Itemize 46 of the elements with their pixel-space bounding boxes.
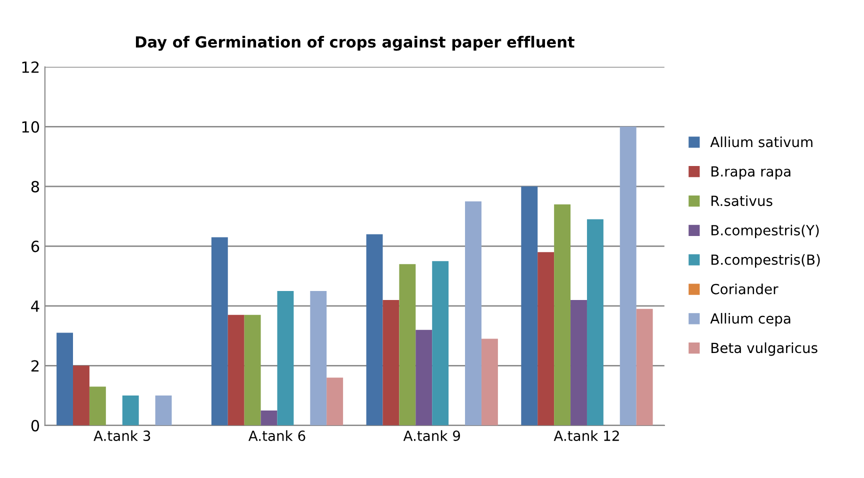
y-tick-label: 2 xyxy=(31,360,39,372)
bar xyxy=(122,396,139,426)
y-tick-label: 10 xyxy=(22,121,40,133)
y-tick-label: 12 xyxy=(22,61,39,73)
bar xyxy=(366,234,383,426)
bar xyxy=(56,332,73,426)
bar xyxy=(277,290,294,426)
x-tick-label: A.tank 12 xyxy=(554,430,619,442)
bar xyxy=(155,396,172,426)
bar xyxy=(432,261,449,426)
bar xyxy=(465,201,482,426)
bar xyxy=(310,290,327,426)
bar xyxy=(326,378,344,426)
chart-title: Day of Germination of crops against paper effluent xyxy=(136,36,574,51)
bar xyxy=(382,300,400,426)
legend-label: B.compestris(B) xyxy=(712,254,820,268)
x-tick-label: A.tank 6 xyxy=(248,430,306,442)
legend-label: B.compestris(Y) xyxy=(712,224,819,238)
bar xyxy=(636,308,653,426)
y-tick-label: 8 xyxy=(31,180,40,192)
bar xyxy=(73,366,90,426)
x-tick-label: A.tank 3 xyxy=(94,430,150,442)
bar xyxy=(89,386,106,426)
bar xyxy=(554,204,571,426)
bar xyxy=(211,237,228,426)
bar xyxy=(260,410,278,426)
bar xyxy=(570,300,587,426)
legend-label: R.sativus xyxy=(712,195,772,206)
legend-label: Allium sativum xyxy=(710,136,812,148)
bar xyxy=(228,314,244,426)
bar xyxy=(399,264,416,426)
bar xyxy=(620,126,636,426)
bar xyxy=(586,219,604,426)
bar xyxy=(244,314,261,426)
bar xyxy=(538,252,554,426)
x-tick-label: A.tank 9 xyxy=(403,430,460,442)
legend-label: B.rapa rapa xyxy=(712,166,790,180)
bar xyxy=(521,186,538,426)
legend-label: Coriander xyxy=(710,284,778,294)
y-tick-label: 0 xyxy=(31,420,40,432)
y-tick-label: 4 xyxy=(31,300,40,312)
legend-label: Beta vulgaricus xyxy=(712,342,818,356)
bar xyxy=(481,338,498,426)
y-tick-label: 6 xyxy=(31,240,40,252)
legend-label: Allium cepa xyxy=(710,312,790,326)
bar xyxy=(416,330,432,426)
